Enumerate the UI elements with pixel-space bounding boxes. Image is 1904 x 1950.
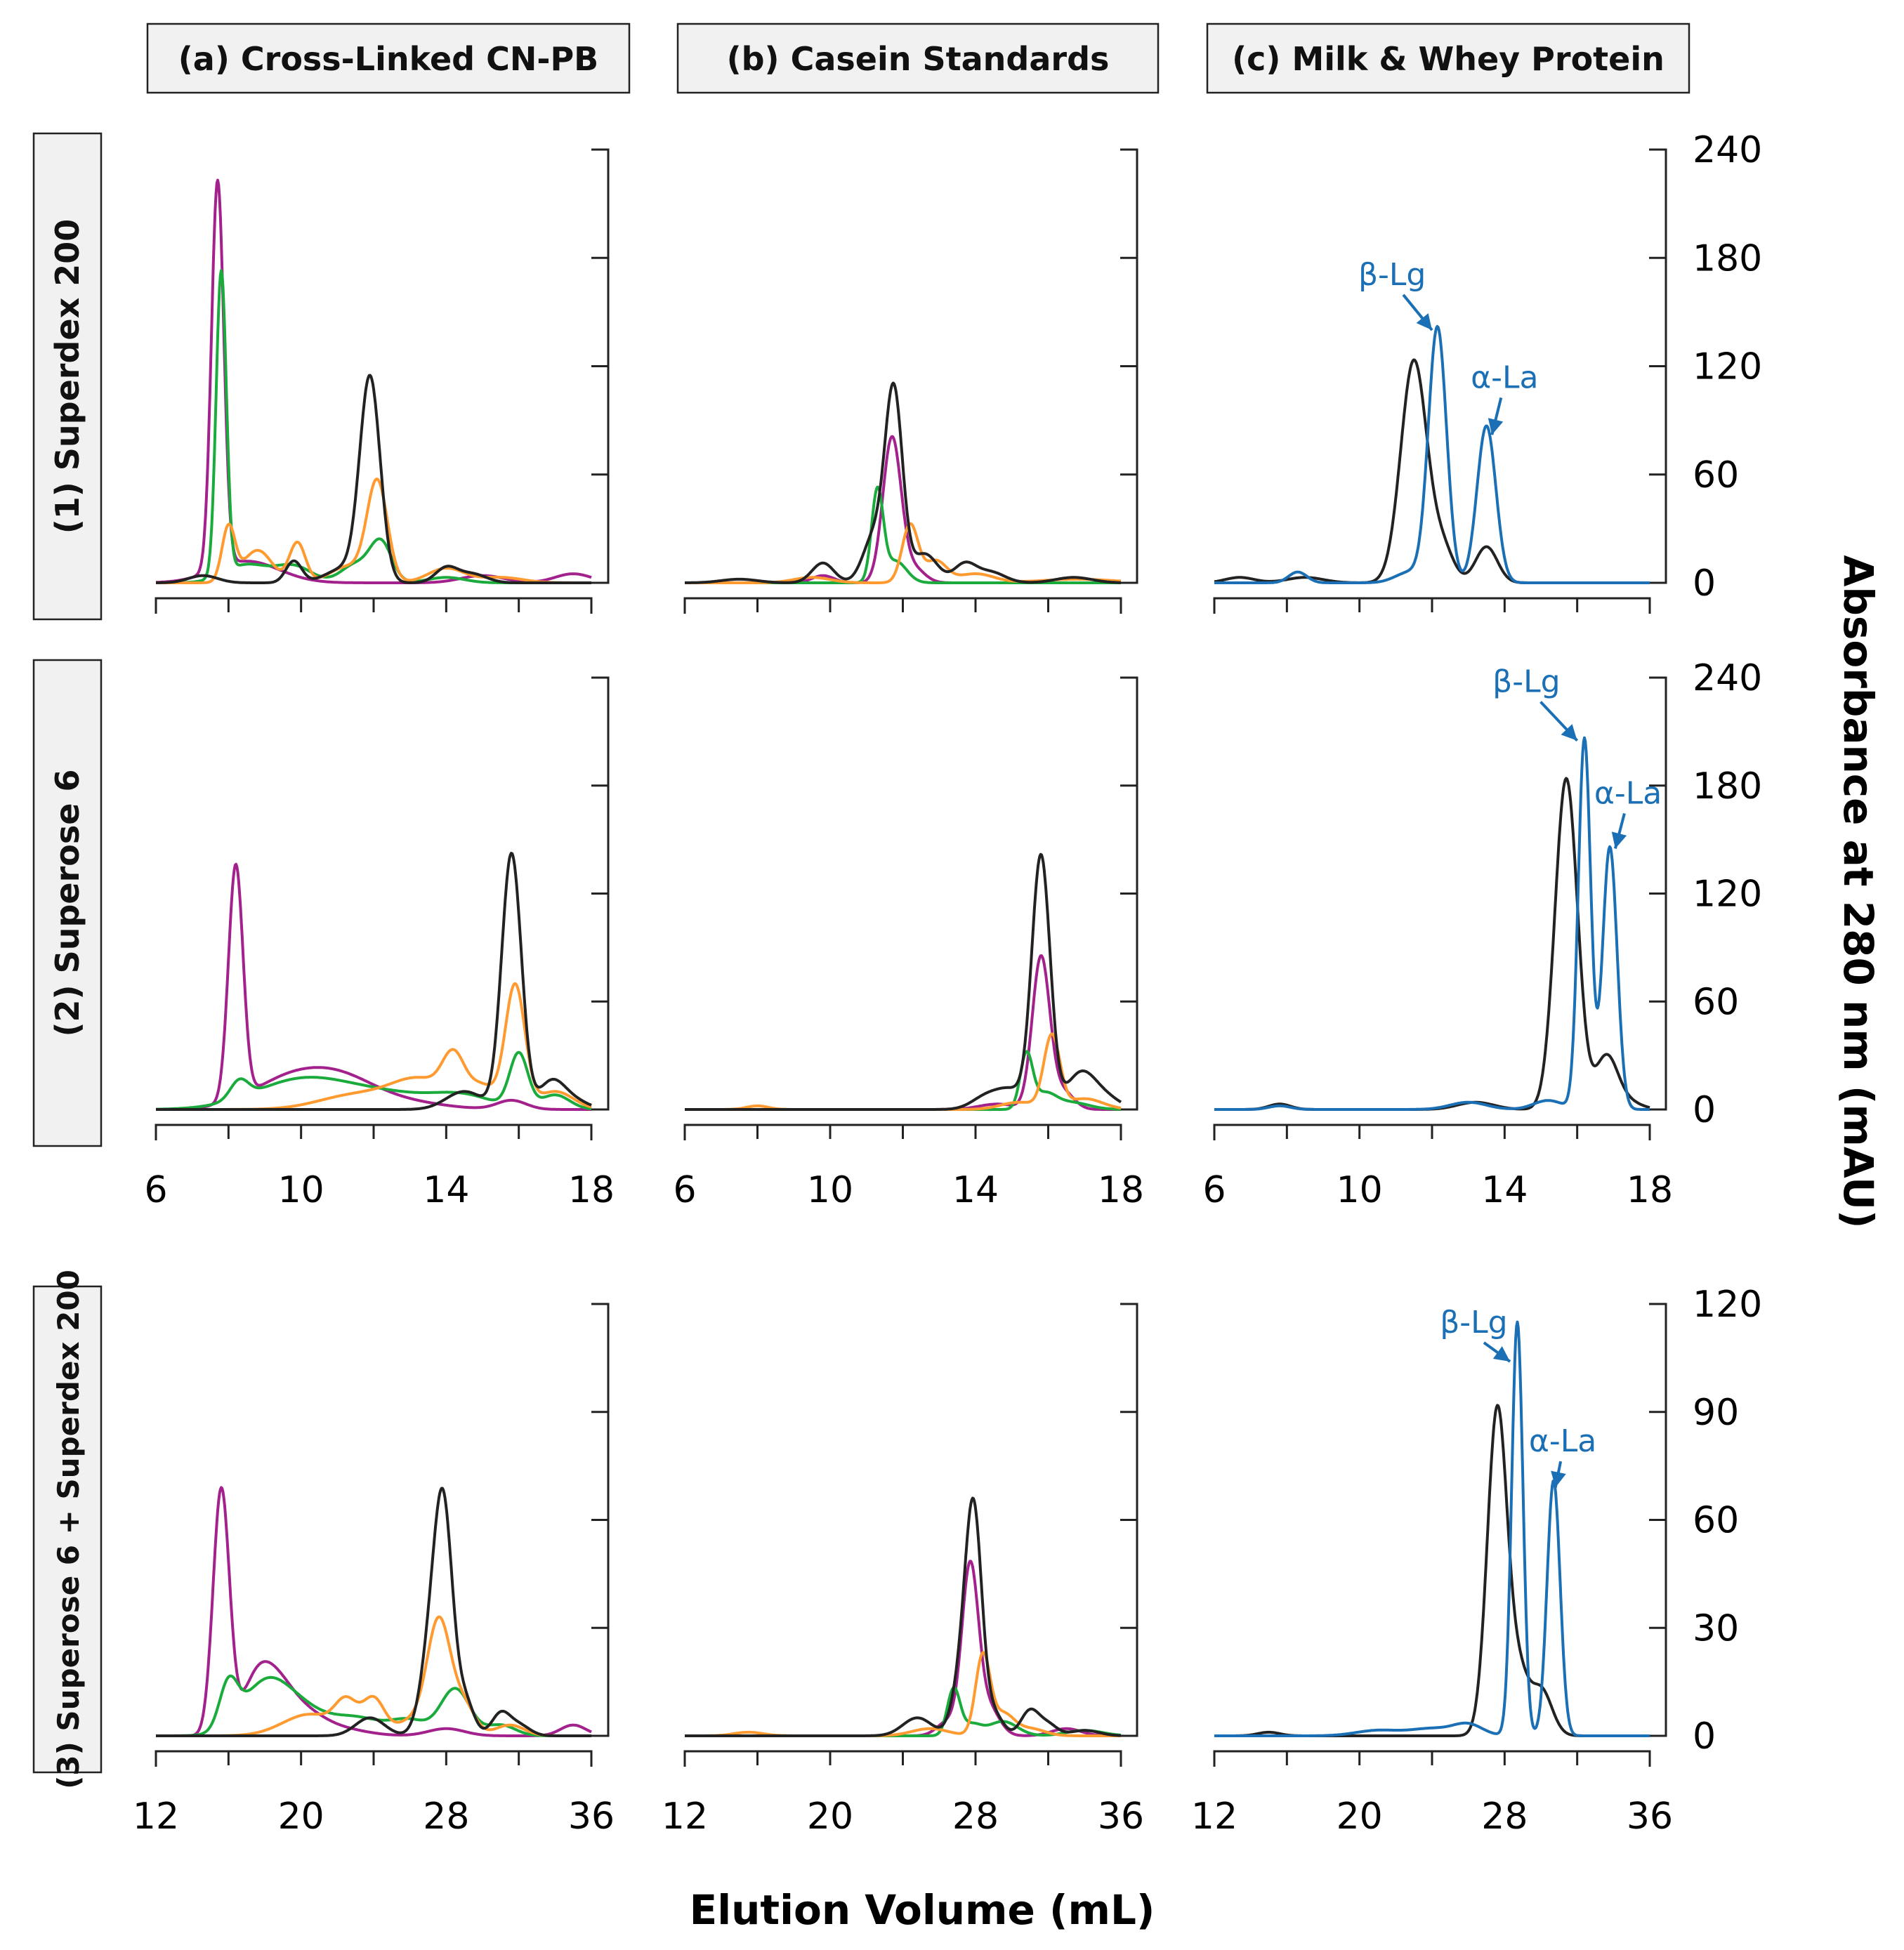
- x-tick-label: 36: [1627, 1796, 1673, 1838]
- annotation-arrowhead: [1561, 724, 1577, 741]
- annotation-arrowhead: [1416, 313, 1432, 331]
- panel-2b: 6 10 14 18: [673, 676, 1144, 1211]
- series-line-black: [1214, 358, 1650, 584]
- annotation-arrowhead: [1492, 1346, 1511, 1362]
- panel-3c: 12 20 28 36 0 30 60 90 120 β-Lg α-La: [1191, 1284, 1762, 1838]
- annotation-arrowhead: [1551, 1470, 1566, 1488]
- y-tick-label: 240: [1693, 657, 1762, 699]
- y-tick-label: 120: [1693, 874, 1762, 916]
- x-tick-label: 14: [423, 1169, 469, 1211]
- annotation-arrowhead: [1488, 418, 1504, 435]
- annotation-arrowhead: [1611, 831, 1627, 849]
- x-tick-label: 12: [133, 1796, 179, 1838]
- y-tick-label: 120: [1693, 1284, 1762, 1326]
- panel-3b: 12 20 28 36: [662, 1303, 1144, 1838]
- x-tick-label: 28: [423, 1796, 469, 1838]
- x-tick-label: 12: [662, 1796, 708, 1838]
- column-header-c-box: [1206, 22, 1690, 94]
- series-line-black: [155, 1487, 592, 1737]
- x-tick-label: 36: [1098, 1796, 1144, 1838]
- x-tick-label: 10: [807, 1169, 853, 1211]
- x-tick-label: 20: [278, 1796, 324, 1838]
- panel-1a: [155, 148, 610, 614]
- column-header-b-box: [676, 22, 1160, 94]
- y-tick-label: 0: [1693, 1715, 1716, 1758]
- x-tick-label: 28: [952, 1796, 999, 1838]
- y-axis-title: Absorbance at 280 nm (mAU): [1834, 555, 1882, 1228]
- column-header-c: (c) Milk & Whey Protein: [1232, 40, 1665, 78]
- row-header-1-box: [32, 132, 103, 621]
- y-tick-label: 60: [1693, 1500, 1739, 1542]
- x-tick-label: 20: [807, 1796, 853, 1838]
- x-axis-title: Elution Volume (mL): [690, 1886, 1155, 1934]
- y-tick-label: 0: [1693, 1089, 1716, 1131]
- y-tick-label: 120: [1693, 346, 1762, 388]
- series-line-black: [684, 852, 1122, 1111]
- y-tick-label: 30: [1693, 1607, 1739, 1649]
- annotation-label: β-Lg: [1358, 257, 1426, 293]
- annotation-label: α-La: [1594, 775, 1662, 811]
- series-line-blue: [1214, 324, 1650, 584]
- series-line-black: [684, 381, 1122, 584]
- y-tick-label: 90: [1693, 1392, 1739, 1434]
- x-tick-label: 12: [1191, 1796, 1237, 1838]
- row-header-2-box: [32, 659, 103, 1147]
- annotation-label: β-Lg: [1492, 664, 1560, 700]
- panel-3a: 12 20 28 36: [133, 1303, 615, 1838]
- x-tick-label: 10: [1337, 1169, 1383, 1211]
- x-tick-label: 20: [1337, 1796, 1383, 1838]
- row-header-1: (1) Superdex 200: [48, 219, 86, 534]
- series-line-blue: [1214, 1320, 1650, 1737]
- column-header-a-box: [146, 22, 631, 94]
- row-header-3-box: [32, 1285, 103, 1774]
- series-line-orange: [684, 1651, 1122, 1737]
- y-tick-label: 180: [1693, 237, 1762, 279]
- column-header-a: (a) Cross-Linked CN-PB: [178, 40, 598, 78]
- series-line-black: [1214, 777, 1650, 1111]
- panel-1b: [683, 148, 1138, 614]
- series-line-black: [155, 374, 592, 584]
- x-tick-label: 6: [1202, 1169, 1226, 1211]
- x-tick-label: 10: [278, 1169, 324, 1211]
- series-line-magenta: [155, 1486, 592, 1737]
- annotation-label: β-Lg: [1440, 1305, 1507, 1340]
- series-line-green: [155, 1050, 592, 1111]
- series-line-green: [155, 269, 592, 584]
- panel-1c: 0 60 120 180 240 β-Lg α-La: [1213, 129, 1762, 614]
- y-tick-label: 60: [1693, 981, 1739, 1023]
- row-header-2: (2) Superose 6: [48, 770, 86, 1037]
- x-tick-label: 6: [144, 1169, 167, 1211]
- series-line-blue: [1214, 736, 1650, 1111]
- panel-2a: 6 10 14 18: [144, 676, 615, 1211]
- x-tick-label: 14: [952, 1169, 999, 1211]
- annotation-label: α-La: [1471, 360, 1538, 395]
- x-tick-label: 18: [1627, 1169, 1673, 1211]
- series-line-black: [684, 1496, 1122, 1737]
- y-tick-label: 0: [1693, 562, 1716, 605]
- series-line-green: [684, 1686, 1122, 1737]
- x-tick-label: 36: [568, 1796, 615, 1838]
- y-tick-label: 240: [1693, 129, 1762, 171]
- x-tick-label: 6: [673, 1169, 696, 1211]
- series-line-magenta: [155, 862, 592, 1111]
- x-tick-label: 18: [568, 1169, 615, 1211]
- x-tick-label: 14: [1481, 1169, 1528, 1211]
- row-header-3: (3) Superose 6 + Superdex 200: [51, 1270, 86, 1789]
- series-line-black: [155, 852, 592, 1111]
- x-tick-label: 18: [1098, 1169, 1144, 1211]
- x-tick-label: 28: [1481, 1796, 1528, 1838]
- series-line-magenta: [684, 1560, 1122, 1737]
- column-header-b: (b) Casein Standards: [727, 40, 1110, 78]
- y-tick-label: 180: [1693, 765, 1762, 808]
- annotation-label: α-La: [1529, 1423, 1596, 1459]
- series-line-orange: [684, 522, 1122, 584]
- series-line-orange: [155, 477, 592, 584]
- y-tick-label: 60: [1693, 454, 1739, 496]
